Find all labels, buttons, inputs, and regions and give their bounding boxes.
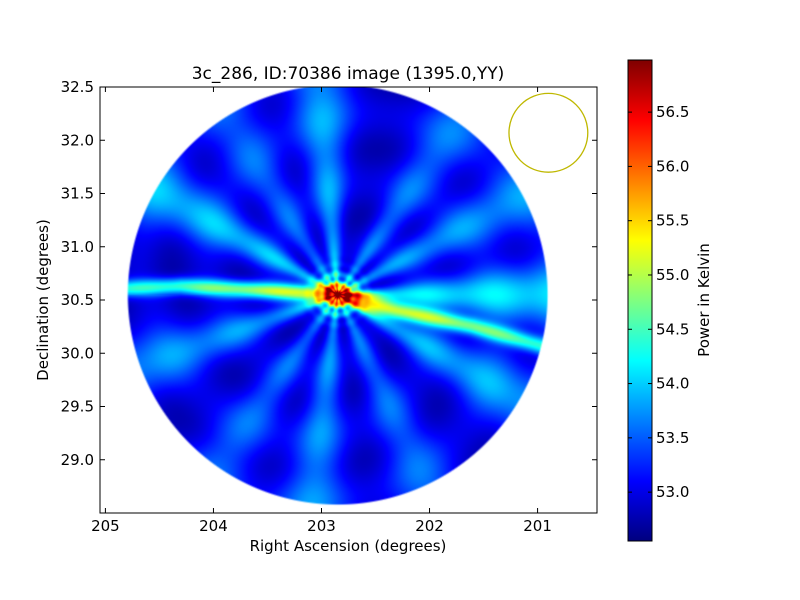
colorbar-tick-label: 53.5 — [656, 429, 689, 447]
colorbar-label: Power in Kelvin — [695, 243, 713, 357]
y-tick-label: 31.0 — [61, 238, 94, 256]
x-axis-ticks: 205 204 203 202 201 — [91, 87, 552, 535]
colorbar-tick-label: 55.0 — [656, 266, 689, 284]
y-tick-label: 31.5 — [61, 185, 94, 203]
x-tick-label: 202 — [415, 517, 444, 535]
y-tick-label: 32.0 — [61, 131, 94, 149]
x-axis-label: Right Ascension (degrees) — [250, 537, 447, 555]
colorbar-tick-label: 55.5 — [656, 212, 689, 230]
colorbar-tick-label: 56.5 — [656, 103, 689, 121]
colorbar-tick-label: 56.0 — [656, 157, 689, 175]
beam-circle — [508, 92, 589, 173]
colorbar — [627, 59, 653, 542]
colorbar-tick-label: 53.0 — [656, 483, 689, 501]
heatmap-image — [100, 87, 597, 513]
y-tick-label: 29.0 — [61, 451, 94, 469]
x-tick-label: 204 — [199, 517, 228, 535]
y-axis-label: Declination (degrees) — [34, 219, 52, 381]
chart-title: 3c_286, ID:70386 image (1395.0,YY) — [192, 64, 505, 84]
x-tick-label: 203 — [307, 517, 336, 535]
y-tick-label: 32.5 — [61, 78, 94, 96]
y-tick-label: 30.5 — [61, 291, 94, 309]
y-axis-ticks: 29.0 29.5 30.0 30.5 31.0 31.5 32.0 32.5 — [61, 78, 597, 469]
y-tick-label: 29.5 — [61, 398, 94, 416]
y-tick-label: 30.0 — [61, 344, 94, 362]
x-tick-label: 205 — [91, 517, 120, 535]
colorbar-tick-label: 54.5 — [656, 320, 689, 338]
colorbar-tick-label: 54.0 — [656, 375, 689, 393]
x-tick-label: 201 — [523, 517, 552, 535]
colorbar-ticks: 53.0 53.5 54.0 54.5 55.0 55.5 56.0 56.5 — [628, 103, 689, 501]
heatmap-area — [100, 87, 597, 513]
